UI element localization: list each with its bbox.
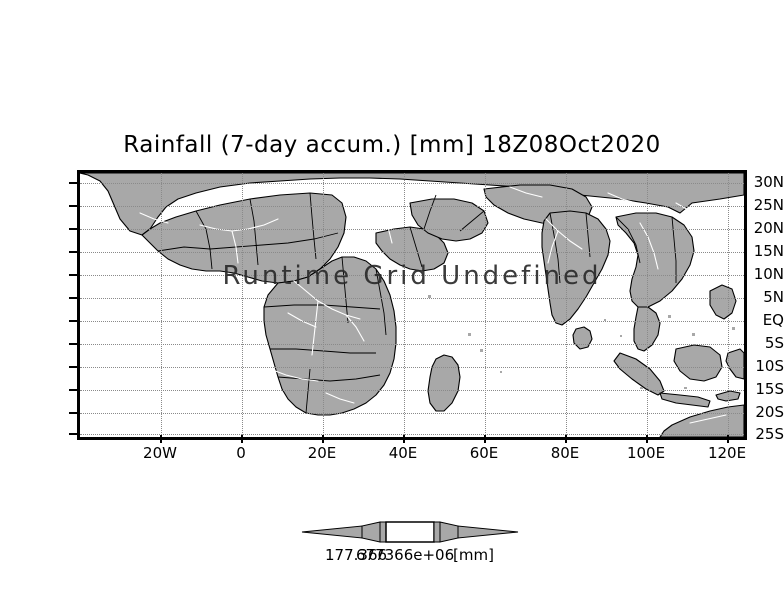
x-tick-label: 40E (388, 444, 418, 462)
y-tick-label: 10S (755, 357, 784, 375)
y-axis (0, 170, 70, 440)
gridline-vertical (160, 173, 162, 437)
y-tick (69, 228, 77, 230)
y-tick-label: 25S (755, 425, 784, 443)
gridline-vertical (646, 173, 648, 437)
x-tick (565, 435, 567, 443)
colorbar-max-label: 677366e+06 (356, 546, 455, 564)
y-tick (69, 297, 77, 299)
x-tick (727, 435, 729, 443)
coastline-map (80, 173, 744, 437)
y-tick (69, 433, 77, 435)
y-tick (69, 320, 77, 322)
y-tick (69, 389, 77, 391)
x-tick (160, 435, 162, 443)
x-tick (322, 435, 324, 443)
gridline-horizontal (80, 297, 744, 299)
y-tick-label: 30N (753, 173, 784, 191)
x-tick-label: 60E (469, 444, 499, 462)
gridline-horizontal (80, 228, 744, 230)
y-tick-label: 25N (753, 196, 784, 214)
y-tick (69, 251, 77, 253)
gridline-vertical (241, 173, 243, 437)
map-plot-area: Runtime Grid Undefined (77, 170, 747, 440)
page-title: Rainfall (7-day accum.) [mm] 18Z08Oct202… (123, 132, 661, 158)
colorbar-min-label: 177.366 (325, 546, 388, 564)
y-tick (69, 366, 77, 368)
gridline-horizontal (80, 274, 744, 276)
x-axis: 20W 0 20E 40E 60E 80E 100E 120E (77, 435, 747, 470)
x-tick-label: 80E (550, 444, 580, 462)
colorbar-labels: 177.366 677366e+06 [mm] (300, 546, 520, 566)
y-tick (69, 274, 77, 276)
colorbar-unit-label: [mm] (453, 546, 494, 564)
gridline-horizontal (80, 366, 744, 368)
y-tick (69, 343, 77, 345)
colorbar: 177.366 677366e+06 [mm] (300, 518, 520, 564)
gridline-vertical (322, 173, 324, 437)
gridline-horizontal (80, 205, 744, 207)
gridline-horizontal (80, 182, 744, 184)
gridline-horizontal (80, 389, 744, 391)
y-tick-label: 20N (753, 219, 784, 237)
y-tick-label: 5S (764, 334, 784, 352)
x-tick-label: 120E (707, 444, 747, 462)
colorbar-graphic (301, 521, 519, 543)
y-tick (69, 182, 77, 184)
gridline-horizontal (80, 433, 744, 435)
y-tick-label: 5N (763, 288, 784, 306)
y-tick-label: EQ (762, 311, 784, 329)
y-tick (69, 412, 77, 414)
gridline-vertical (484, 173, 486, 437)
x-tick (484, 435, 486, 443)
gridline-horizontal (80, 412, 744, 414)
y-tick (69, 205, 77, 207)
gridline-horizontal (80, 320, 744, 322)
gridline-horizontal (80, 251, 744, 253)
y-tick-label: 10N (753, 265, 784, 283)
gridline-horizontal (80, 343, 744, 345)
y-tick-marks (68, 170, 77, 440)
x-tick (403, 435, 405, 443)
x-tick-label: 20E (307, 444, 337, 462)
y-tick-label: 15N (753, 242, 784, 260)
gridline-vertical (565, 173, 567, 437)
x-tick-label: 0 (236, 444, 246, 462)
gridline-vertical (727, 173, 729, 437)
x-tick-label: 20W (143, 444, 177, 462)
x-tick (646, 435, 648, 443)
y-tick-label: 20S (755, 403, 784, 421)
x-tick-label: 100E (626, 444, 666, 462)
x-tick (241, 435, 243, 443)
y-tick-label: 15S (755, 380, 784, 398)
gridline-vertical (403, 173, 405, 437)
